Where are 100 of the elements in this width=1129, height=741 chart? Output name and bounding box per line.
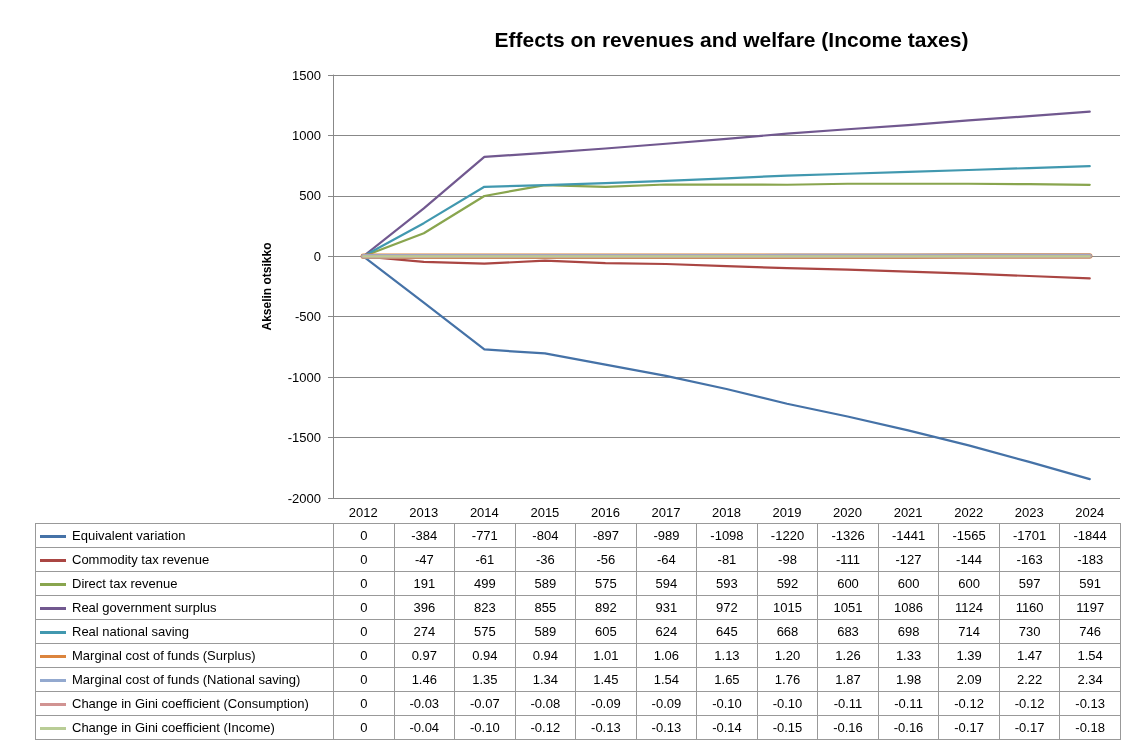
y-tick-label: 1000 xyxy=(292,127,321,143)
legend-label: Equivalent variation xyxy=(72,528,186,543)
data-label: -61 xyxy=(454,547,516,572)
data-label: -0.08 xyxy=(515,691,576,716)
data-label: 0.94 xyxy=(515,643,576,668)
data-label: 2.09 xyxy=(938,667,1000,692)
data-label: 1197 xyxy=(1059,595,1121,620)
data-label: 396 xyxy=(394,595,455,620)
data-label: 589 xyxy=(515,571,576,596)
data-label: 593 xyxy=(696,571,758,596)
data-label: 2.22 xyxy=(999,667,1060,692)
y-tick-label: 0 xyxy=(313,248,321,264)
data-label: -1701 xyxy=(999,523,1060,548)
legend-label: Change in Gini coefficient (Consumption) xyxy=(72,696,309,711)
data-label: -0.16 xyxy=(878,715,939,740)
data-label: -0.13 xyxy=(575,715,637,740)
data-label: 0 xyxy=(333,547,395,572)
data-label: 645 xyxy=(696,619,758,644)
data-label: -0.12 xyxy=(938,691,1000,716)
x-tick-label: 2014 xyxy=(469,505,499,520)
x-tick-label: 2012 xyxy=(348,505,378,520)
data-label: 823 xyxy=(454,595,516,620)
data-label: 1.46 xyxy=(394,667,455,692)
data-label: -0.11 xyxy=(878,691,939,716)
data-label: 597 xyxy=(999,571,1060,596)
data-label: 1.01 xyxy=(575,643,637,668)
data-label: 1.13 xyxy=(696,643,758,668)
data-label: 698 xyxy=(878,619,939,644)
data-label: -897 xyxy=(575,523,637,548)
x-tick-label: 2022 xyxy=(954,505,984,520)
data-label: -0.04 xyxy=(394,715,455,740)
x-tick-label: 2015 xyxy=(530,505,560,520)
data-label: -0.17 xyxy=(999,715,1060,740)
data-label: 0.97 xyxy=(394,643,455,668)
data-label: 274 xyxy=(394,619,455,644)
data-label: 668 xyxy=(757,619,818,644)
data-label: 1.98 xyxy=(878,667,939,692)
chart-title: Effects on revenues and welfare (Income taxes) xyxy=(494,28,969,51)
legend-label: Direct tax revenue xyxy=(72,576,178,591)
data-label: -0.10 xyxy=(757,691,818,716)
data-label: -0.12 xyxy=(515,715,576,740)
data-label: 1124 xyxy=(938,595,1000,620)
data-label: -56 xyxy=(575,547,637,572)
data-label: 600 xyxy=(878,571,939,596)
data-label: -0.09 xyxy=(575,691,637,716)
data-label: -64 xyxy=(636,547,697,572)
data-label: -989 xyxy=(636,523,697,548)
y-tick-label: -1500 xyxy=(287,430,321,446)
data-label: 1.45 xyxy=(575,667,637,692)
data-label: 605 xyxy=(575,619,637,644)
data-label: -1565 xyxy=(938,523,1000,548)
x-tick-label: 2023 xyxy=(1014,505,1044,520)
data-label: -0.13 xyxy=(1059,691,1121,716)
data-label: 575 xyxy=(454,619,516,644)
data-label: 1.20 xyxy=(757,643,818,668)
data-label: 0 xyxy=(333,715,395,740)
data-label: 1.47 xyxy=(999,643,1060,668)
y-tick-label: -1000 xyxy=(287,369,321,385)
data-label: 0 xyxy=(333,619,395,644)
data-label: -98 xyxy=(757,547,818,572)
data-label: 855 xyxy=(515,595,576,620)
data-label: -0.09 xyxy=(636,691,697,716)
legend-label: Commodity tax revenue xyxy=(72,552,210,567)
data-label: -771 xyxy=(454,523,516,548)
data-label: -0.14 xyxy=(696,715,758,740)
data-label: 600 xyxy=(817,571,879,596)
y-tick-label: -2000 xyxy=(287,490,321,506)
x-tick-label: 2020 xyxy=(833,505,863,520)
data-label: 730 xyxy=(999,619,1060,644)
x-tick-label: 2013 xyxy=(409,505,439,520)
data-label: 0 xyxy=(333,595,395,620)
data-label: 1.54 xyxy=(1059,643,1121,668)
data-label: 624 xyxy=(636,619,697,644)
data-label: 592 xyxy=(757,571,818,596)
data-label: 683 xyxy=(817,619,879,644)
legend-label: Real national saving xyxy=(72,624,190,639)
data-label: -0.13 xyxy=(636,715,697,740)
x-tick-label: 2016 xyxy=(590,505,620,520)
data-label: 499 xyxy=(454,571,516,596)
data-label: -0.10 xyxy=(696,691,758,716)
data-label: 0 xyxy=(333,571,395,596)
data-label: 1.76 xyxy=(757,667,818,692)
data-label: 746 xyxy=(1059,619,1121,644)
data-label: -144 xyxy=(938,547,1000,572)
legend-label: Change in Gini coefficient (Income) xyxy=(72,720,275,735)
y-tick-label: 500 xyxy=(299,188,321,204)
data-label: 1086 xyxy=(878,595,939,620)
data-label: 1015 xyxy=(757,595,818,620)
data-label: -0.12 xyxy=(999,691,1060,716)
data-label: 931 xyxy=(636,595,697,620)
data-label: 1.26 xyxy=(817,643,879,668)
data-label: -1220 xyxy=(757,523,818,548)
data-label: 0 xyxy=(333,643,395,668)
data-label: 591 xyxy=(1059,571,1121,596)
data-label: -0.03 xyxy=(394,691,455,716)
data-label: -1326 xyxy=(817,523,879,548)
data-label: 972 xyxy=(696,595,758,620)
x-tick-label: 2018 xyxy=(712,505,741,520)
data-label: 714 xyxy=(938,619,1000,644)
data-label: -163 xyxy=(999,547,1060,572)
